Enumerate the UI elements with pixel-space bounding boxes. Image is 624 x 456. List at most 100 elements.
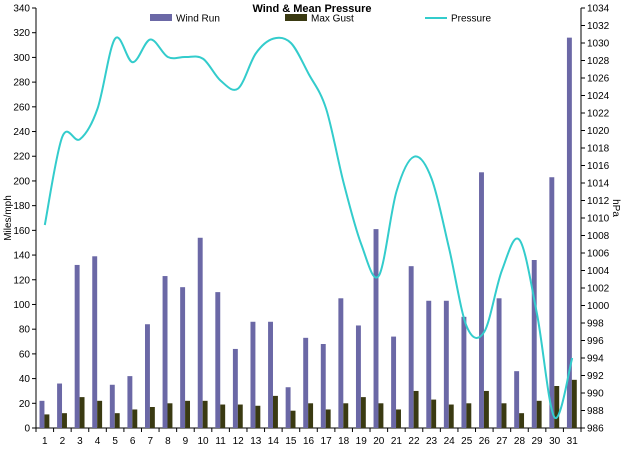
legend-swatch <box>150 14 172 21</box>
max-gust-bar <box>466 403 472 428</box>
x-tick-label: 24 <box>444 436 456 447</box>
wind-run-bar <box>303 337 309 428</box>
wind-run-bar <box>549 177 555 428</box>
wind-run-bar <box>127 376 133 428</box>
y-tick-label: 80 <box>19 325 31 336</box>
wind-run-bar <box>338 298 344 428</box>
y2-tick-label: 1026 <box>587 74 610 85</box>
max-gust-bar <box>185 400 191 428</box>
y-tick-label: 140 <box>13 251 30 262</box>
x-tick-label: 25 <box>461 436 473 447</box>
legend-swatch <box>285 14 307 21</box>
max-gust-bar <box>167 403 173 428</box>
y2-tick-label: 1014 <box>587 179 610 190</box>
x-tick-label: 10 <box>197 436 209 447</box>
x-tick-label: 13 <box>250 436 262 447</box>
max-gust-bar <box>343 403 349 428</box>
max-gust-bar <box>431 399 437 428</box>
max-gust-bar <box>501 403 507 428</box>
x-tick-label: 29 <box>531 436 543 447</box>
x-tick-label: 28 <box>514 436 526 447</box>
y-tick-label: 340 <box>13 4 30 15</box>
max-gust-bar <box>519 413 525 428</box>
x-tick-label: 31 <box>567 436 579 447</box>
wind-run-bar <box>145 324 150 428</box>
max-gust-bar <box>483 390 489 428</box>
wind-run-bar <box>162 276 168 428</box>
wind-run-bar <box>215 292 221 428</box>
x-tick-label: 8 <box>165 436 171 447</box>
wind-run-bar <box>39 400 45 428</box>
x-tick-label: 27 <box>496 436 508 447</box>
max-gust-bar <box>79 397 85 428</box>
max-gust-bar <box>360 397 366 428</box>
y-tick-label: 260 <box>13 102 30 113</box>
wind-run-bar <box>443 300 449 428</box>
bar-series <box>39 37 577 428</box>
y2-tick-label: 986 <box>587 424 604 435</box>
wind-run-bar <box>74 264 80 428</box>
wind-run-bar <box>180 287 186 428</box>
y-tick-label: 240 <box>13 127 30 138</box>
x-tick-label: 16 <box>303 436 315 447</box>
y2-tick-label: 994 <box>587 354 604 365</box>
line-series <box>43 36 574 419</box>
y2-tick-label: 1018 <box>587 144 610 155</box>
y2-axis-label: hPa <box>610 199 621 217</box>
max-gust-bar <box>114 413 120 428</box>
x-tick-label: 23 <box>426 436 438 447</box>
max-gust-bar <box>396 409 401 428</box>
max-gust-bar <box>413 390 419 428</box>
y2-tick-label: 998 <box>587 319 604 330</box>
wind-run-bar <box>92 256 98 428</box>
y-tick-label: 320 <box>13 28 30 39</box>
max-gust-bar <box>448 404 454 428</box>
max-gust-bar <box>149 407 155 428</box>
x-tick-label: 20 <box>373 436 385 447</box>
y2-tick-label: 1034 <box>587 4 610 15</box>
wind-run-bar <box>197 237 203 428</box>
x-tick-label: 15 <box>285 436 297 447</box>
y2-tick-label: 1022 <box>587 109 610 120</box>
x-tick-label: 19 <box>356 436 368 447</box>
y2-tick-label: 996 <box>587 336 604 347</box>
axes: 0204060801001201401601802002202402602803… <box>13 4 609 448</box>
y2-tick-label: 1006 <box>587 249 610 260</box>
x-tick-label: 3 <box>77 436 83 447</box>
max-gust-bar <box>97 400 103 428</box>
y-tick-label: 220 <box>13 152 30 163</box>
y2-tick-label: 1012 <box>587 196 610 207</box>
x-tick-label: 9 <box>183 436 189 447</box>
y-tick-label: 100 <box>13 300 30 311</box>
y2-tick-label: 1032 <box>587 21 610 32</box>
y2-tick-label: 1010 <box>587 214 610 225</box>
wind-run-bar <box>320 344 326 428</box>
y2-tick-label: 1016 <box>587 161 610 172</box>
wind-run-bar <box>250 321 256 428</box>
y-tick-label: 200 <box>13 176 30 187</box>
wind-run-bar <box>268 321 273 428</box>
x-tick-label: 2 <box>60 436 66 447</box>
y-tick-label: 280 <box>13 78 30 89</box>
max-gust-bar <box>571 379 577 428</box>
max-gust-bar <box>44 414 50 428</box>
pressure-line <box>43 36 574 419</box>
wind-run-bar <box>355 325 361 428</box>
x-tick-label: 18 <box>338 436 350 447</box>
y2-tick-label: 1004 <box>587 266 610 277</box>
wind-run-bar <box>566 37 572 428</box>
y2-tick-label: 1020 <box>587 126 610 137</box>
x-tick-label: 7 <box>147 436 153 447</box>
wind-run-bar <box>232 348 238 428</box>
x-tick-label: 30 <box>549 436 561 447</box>
y-tick-label: 300 <box>13 53 30 64</box>
y2-tick-label: 1008 <box>587 231 610 242</box>
y2-tick-label: 1024 <box>587 91 610 102</box>
y2-tick-label: 1028 <box>587 56 610 67</box>
x-tick-label: 26 <box>479 436 491 447</box>
max-gust-bar <box>290 410 296 428</box>
x-tick-label: 1 <box>42 436 48 447</box>
max-gust-bar <box>554 386 560 428</box>
